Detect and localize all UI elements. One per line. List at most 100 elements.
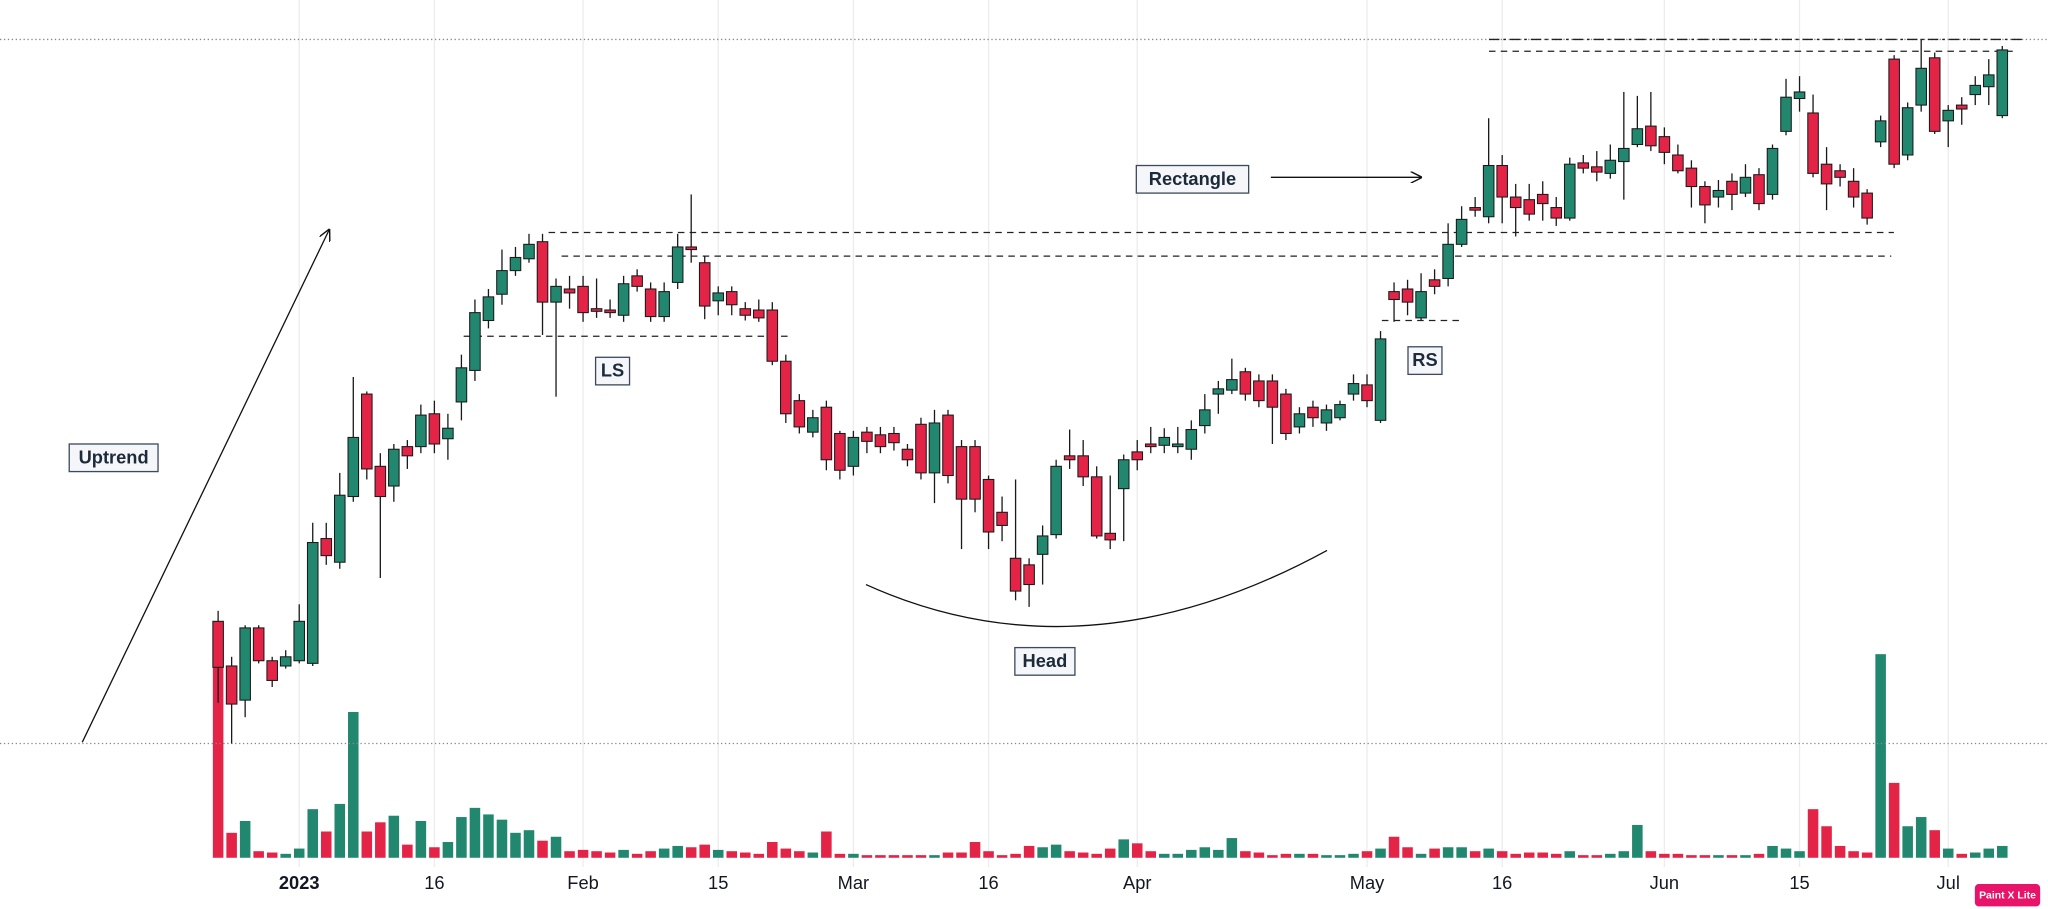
x-tick-label: 16 [1492, 872, 1512, 893]
candle-body [685, 246, 697, 251]
volume-layer [212, 621, 2008, 858]
candle-body [644, 288, 657, 318]
volume-bar [496, 819, 508, 858]
candle-body [509, 256, 522, 272]
volume-bar [1240, 851, 1251, 858]
volume-bar [1510, 853, 1521, 858]
volume-bar [456, 817, 467, 858]
candle-body [1280, 393, 1292, 435]
candle-body [1577, 162, 1590, 169]
volume-bar [1605, 853, 1616, 858]
volume-bar [1672, 853, 1684, 858]
candle-body [1645, 125, 1657, 147]
volume-bar [1740, 855, 1751, 858]
candle-body [1117, 459, 1130, 490]
candle-body [1482, 164, 1495, 218]
volume-bar [1807, 809, 1819, 858]
candle-body [1780, 96, 1792, 132]
candle-body [1266, 380, 1279, 408]
volume-bar [712, 849, 724, 858]
candle-body [536, 241, 549, 303]
candle-body [942, 414, 954, 477]
volume-bar [1834, 845, 1846, 858]
volume-bar [334, 803, 346, 858]
candle-body [293, 620, 306, 662]
volume-bar [1158, 853, 1170, 858]
volume-bar [1564, 851, 1576, 858]
volume-bar [1632, 824, 1643, 858]
candle-body [780, 360, 792, 415]
volume-bar [1821, 826, 1832, 858]
volume-bar [1226, 838, 1238, 858]
volume-bar [1550, 853, 1562, 858]
volume-bar [645, 851, 656, 858]
volume-bar [1307, 853, 1319, 858]
watermark-badge [1974, 884, 2041, 907]
annotation: Head [1023, 650, 1068, 671]
annotation: LS [601, 360, 624, 381]
candle-body [725, 291, 738, 306]
x-tick-label: 16 [424, 872, 444, 893]
candle-body [1090, 476, 1103, 537]
candle-body [1212, 388, 1225, 395]
volume-bar [1253, 852, 1265, 858]
candle-body [1226, 379, 1238, 391]
candle-body [1834, 170, 1846, 178]
candle-body [225, 665, 238, 705]
volume-bar [253, 851, 264, 858]
volume-bar [239, 820, 251, 858]
candle-body [388, 448, 400, 487]
volume-bar [969, 842, 981, 858]
volume-bar [1375, 848, 1386, 858]
x-tick-label: Mar [838, 872, 869, 893]
candle-body [739, 308, 752, 316]
annotation-box [594, 356, 631, 386]
candle-body [834, 432, 846, 471]
candle-body [1077, 455, 1089, 478]
candle-body [1739, 176, 1752, 194]
candle-body [1347, 383, 1360, 395]
candle-body [523, 243, 535, 260]
volume-bar [1888, 782, 1900, 858]
candle-body [1496, 164, 1508, 198]
volume-bar [834, 853, 846, 858]
candle-body [1766, 147, 1779, 195]
candle-body [1685, 167, 1698, 188]
volume-bar [739, 852, 751, 858]
annotation-box [68, 443, 159, 473]
candle-body [374, 465, 387, 498]
volume-bar [1213, 849, 1224, 858]
candle-body [347, 436, 360, 498]
volume-bar [510, 832, 521, 858]
volume-bar [1686, 855, 1697, 858]
candle-body [928, 422, 941, 474]
annotations: Uptrend LS Head RS Rectangle [68, 164, 1443, 676]
candle-body [1550, 207, 1563, 219]
grid [298, 0, 1949, 867]
volume-bar [307, 809, 319, 858]
candle-body [1361, 384, 1373, 402]
volume-bar [726, 851, 738, 858]
volume-bar [293, 848, 305, 858]
volume-bar [685, 847, 697, 858]
volume-bar [1280, 853, 1292, 858]
candle-body [1388, 291, 1400, 301]
x-tick-label: 2023 [279, 872, 320, 893]
candle-body [604, 309, 616, 314]
candle-body [820, 406, 833, 461]
candle-body [415, 414, 427, 448]
volume-bar [861, 855, 873, 858]
volume-bar [1915, 817, 1927, 858]
volume-bar [1348, 853, 1359, 858]
volume-bar [888, 855, 900, 858]
volume-bar [1496, 851, 1508, 858]
candle-body [1320, 409, 1333, 424]
candle-body [563, 288, 576, 294]
volume-bar [1699, 855, 1711, 858]
volume-bar [429, 847, 440, 858]
volume-bar [1267, 855, 1278, 858]
x-tick-label: 16 [978, 872, 998, 893]
candle-body [333, 494, 346, 563]
candle-body [671, 246, 684, 283]
